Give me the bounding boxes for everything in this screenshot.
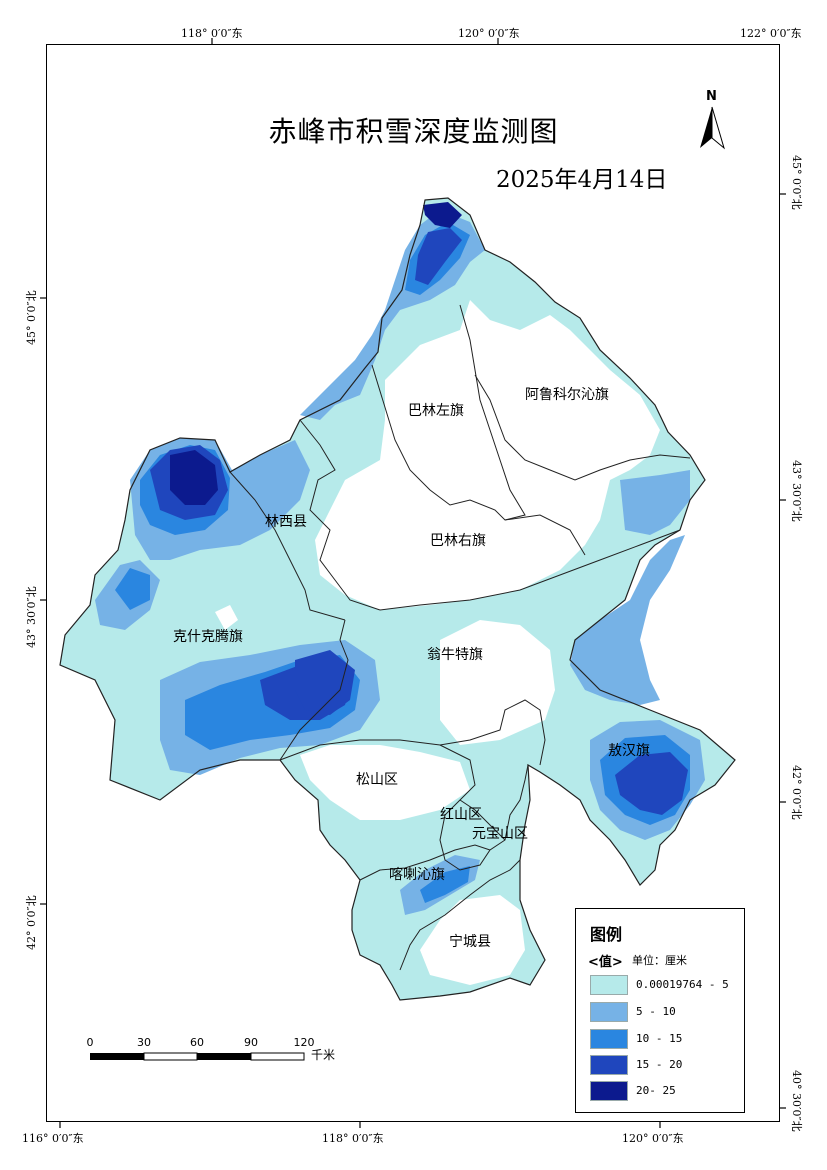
region-label-balinzuo: 巴林左旗 bbox=[408, 403, 464, 419]
region-label-alukeerqin: 阿鲁科尔沁旗 bbox=[525, 387, 609, 403]
map-frame bbox=[46, 44, 780, 1122]
region-label-linxi: 林西县 bbox=[265, 514, 307, 530]
district-boundaries bbox=[59, 197, 736, 1001]
region-label-hongshan: 红山区 bbox=[440, 807, 482, 823]
north-arrow-icon bbox=[700, 106, 725, 150]
legend-field: <值> bbox=[588, 955, 623, 970]
scale-tick-60: 60 bbox=[190, 1036, 204, 1049]
legend-swatch bbox=[590, 1029, 628, 1049]
scale-tick-0: 0 bbox=[86, 1036, 94, 1049]
scale-seg-3 bbox=[197, 1053, 251, 1060]
scale-seg-1 bbox=[90, 1053, 144, 1060]
scale-tick-30: 30 bbox=[137, 1036, 151, 1049]
map-date: 2025年4月14日 bbox=[496, 167, 668, 193]
region-label-kalaqin: 喀喇沁旗 bbox=[389, 867, 445, 883]
legend-title: 图例 bbox=[590, 925, 623, 944]
coord-bottom-116: 116° 0′0″东 bbox=[22, 1132, 84, 1145]
scale-unit: 千米 bbox=[311, 1048, 336, 1062]
frame-ticks bbox=[40, 38, 786, 1128]
scale-tick-120: 120 bbox=[293, 1036, 315, 1049]
scale-tick-90: 90 bbox=[244, 1036, 258, 1049]
legend-swatch bbox=[590, 1081, 628, 1101]
scale-seg-4 bbox=[250, 1052, 305, 1061]
legend-swatch bbox=[590, 975, 628, 995]
legend-label: 5 - 10 bbox=[636, 1005, 676, 1018]
scale-bar-graphic bbox=[90, 1052, 305, 1061]
legend-swatch bbox=[590, 1002, 628, 1022]
legend-label: 0.00019764 - 5 bbox=[636, 978, 729, 991]
region-label-wengniute: 翁牛特旗 bbox=[427, 647, 483, 663]
legend-swatch bbox=[590, 1055, 628, 1075]
no-snow-areas bbox=[215, 300, 660, 985]
scale-seg-2 bbox=[143, 1052, 198, 1061]
coord-bottom-120: 120° 0′0″东 bbox=[622, 1132, 684, 1145]
region-label-keshiketeng: 克什克腾旗 bbox=[173, 629, 243, 645]
region-label-ningcheng: 宁城县 bbox=[449, 934, 491, 950]
region-label-yuanbaoshan: 元宝山区 bbox=[472, 826, 528, 842]
legend-label: 10 - 15 bbox=[636, 1032, 683, 1045]
region-label-aohan: 敖汉旗 bbox=[608, 743, 650, 759]
legend-label: 20- 25 bbox=[636, 1084, 676, 1097]
region-label-songshan: 松山区 bbox=[356, 772, 398, 788]
map-title: 赤峰市积雪深度监测图 bbox=[268, 115, 559, 148]
coord-top-118: 118° 0′0″东 bbox=[181, 27, 243, 40]
region-label-balinyou: 巴林右旗 bbox=[430, 533, 486, 549]
legend-label: 15 - 20 bbox=[636, 1058, 683, 1071]
coord-top-122: 122° 0′0″东 bbox=[740, 27, 802, 40]
snow-depth-raster bbox=[95, 202, 705, 915]
coord-bottom-118: 118° 0′0″东 bbox=[322, 1132, 384, 1145]
coord-top-120: 120° 0′0″东 bbox=[458, 27, 520, 40]
legend-unit: 单位：厘米 bbox=[632, 954, 687, 967]
legend: 图例 <值> 单位：厘米 0.00019764 - 5 5 - 10 10 - … bbox=[575, 908, 745, 1113]
north-label: N bbox=[706, 89, 717, 104]
